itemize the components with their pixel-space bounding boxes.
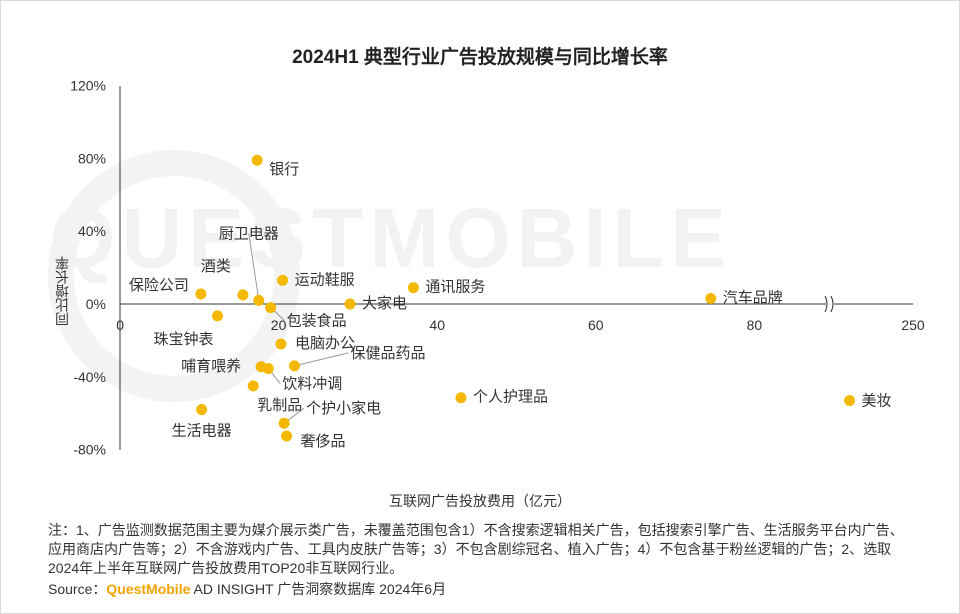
x-tick-label: 20 [271, 317, 287, 333]
data-point-label: 汽车品牌 [723, 290, 783, 307]
data-point [844, 394, 856, 406]
source-brand: QuestMobile [106, 581, 191, 597]
data-point [253, 294, 265, 306]
data-point-label: 个人护理品 [473, 389, 548, 406]
y-tick-label: 80% [78, 150, 106, 166]
x-tick-label: 80 [747, 317, 763, 333]
x-tick-label: 60 [588, 317, 604, 333]
data-point-label: 乳制品 [257, 397, 302, 414]
y-tick-label: 40% [78, 223, 106, 239]
leader-line [294, 352, 349, 367]
footnote: 注：1、广告监测数据范围主要为媒介展示类广告，未覆盖范围包含1）不含搜索逻辑相关… [48, 522, 904, 576]
data-point [196, 404, 208, 416]
data-point-label: 运动鞋服 [295, 271, 355, 288]
data-point [281, 430, 293, 442]
data-point-label: 美妆 [862, 392, 892, 409]
y-tick-label: 120% [70, 78, 106, 94]
data-point-label: 个护小家电 [306, 400, 381, 417]
y-tick-label: 0% [86, 296, 106, 312]
data-point-label: 保险公司 [129, 277, 189, 294]
data-point [265, 302, 277, 314]
data-point-label: 酒类 [201, 258, 231, 275]
data-point-label: 哺育喂养 [181, 358, 241, 375]
data-point-label: 保健品药品 [350, 345, 425, 362]
data-point [275, 338, 287, 350]
data-point [247, 380, 259, 392]
x-tick-label: 250 [901, 317, 925, 333]
data-point-label: 饮料冲调 [282, 376, 342, 393]
data-point-label: 电脑办公 [295, 335, 355, 352]
y-tick-label: -80% [73, 442, 106, 458]
data-point-label: 生活电器 [172, 423, 232, 440]
chart-title: 2024H1 典型行业广告投放规模与同比增长率 [292, 47, 668, 68]
data-point [251, 154, 263, 166]
data-point [277, 274, 289, 286]
data-point-label: 银行 [269, 161, 299, 178]
data-point-label: 通讯服务 [425, 279, 485, 296]
axis-break-mark [824, 295, 828, 313]
data-point-label: 大家电 [362, 295, 407, 312]
data-point [278, 417, 290, 429]
source-prefix: Source： [48, 581, 107, 597]
watermark: QUESTMOBILE [50, 191, 733, 285]
data-point [212, 310, 224, 322]
data-point [344, 298, 356, 310]
data-point [455, 392, 467, 404]
source-suffix: AD INSIGHT 广告洞察数据库 2024年6月 [190, 581, 447, 597]
data-point [288, 360, 300, 372]
x-tick-label: 40 [429, 317, 445, 333]
data-point [195, 288, 207, 300]
data-point [237, 289, 249, 301]
x-axis-label: 互联网广告投放费用（亿元） [389, 493, 571, 509]
leader-line [248, 233, 260, 301]
source-line: Source：QuestMobile AD INSIGHT 广告洞察数据库 20… [48, 579, 446, 599]
y-axis-label: 同比增长率 [54, 256, 70, 326]
y-tick-label: -40% [73, 369, 106, 385]
axis-break-gap [826, 296, 834, 312]
data-point-label: 珠宝钟表 [154, 331, 214, 348]
x-tick-label: 0 [116, 317, 124, 333]
data-point [407, 282, 419, 294]
data-point-label: 包装食品 [287, 313, 347, 330]
data-point-label: 奢侈品 [301, 433, 346, 450]
data-point-label: 厨卫电器 [219, 225, 279, 242]
data-point [705, 293, 717, 305]
data-point [262, 363, 274, 375]
axis-break-mark [830, 295, 834, 313]
